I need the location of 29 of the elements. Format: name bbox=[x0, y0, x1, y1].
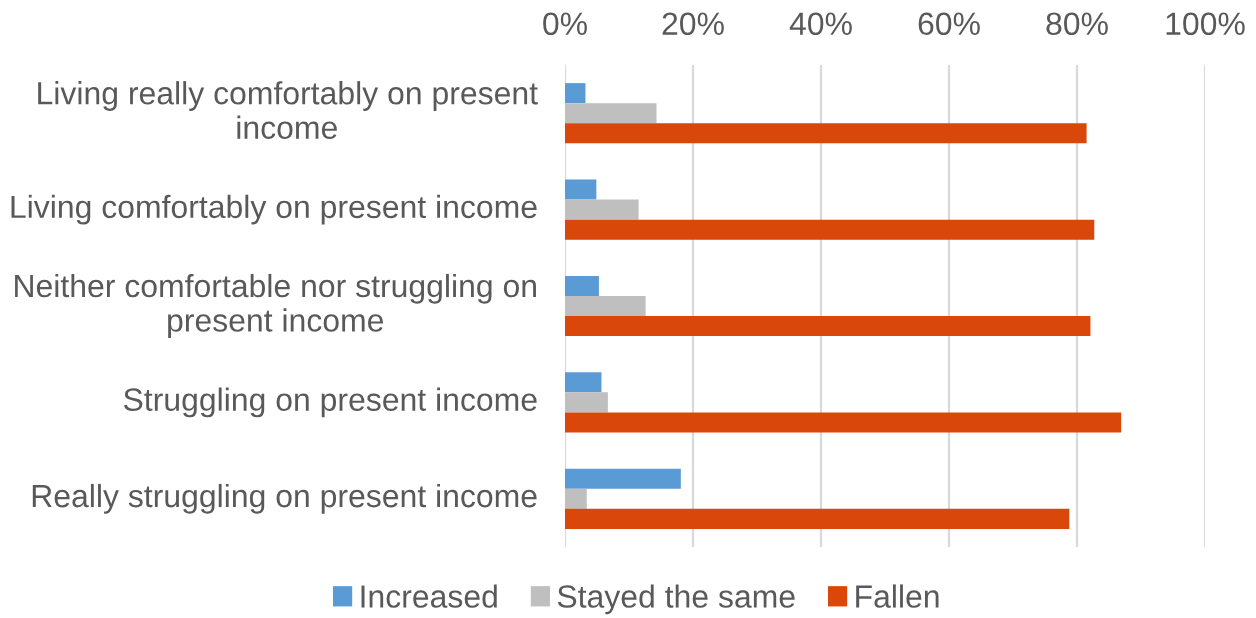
bar bbox=[565, 275, 599, 296]
bar bbox=[565, 468, 681, 489]
bar bbox=[565, 392, 608, 413]
bar bbox=[565, 199, 639, 220]
bar bbox=[565, 103, 657, 124]
x-tick-label: 0% bbox=[543, 12, 587, 36]
x-tick-label: 40% bbox=[789, 12, 852, 36]
bar bbox=[565, 295, 646, 317]
bar bbox=[565, 412, 1122, 433]
bar bbox=[565, 123, 1087, 144]
x-tick-label: 80% bbox=[1046, 12, 1108, 36]
legend-label: Increased bbox=[361, 584, 497, 608]
bar bbox=[565, 179, 597, 200]
bar bbox=[565, 83, 586, 104]
legend-label: Fallen bbox=[856, 584, 939, 608]
x-tick-label: 100% bbox=[1166, 12, 1245, 36]
x-tick-label: 20% bbox=[662, 12, 724, 36]
bar bbox=[565, 219, 1095, 240]
y-tick-label: Living really comfortably on present income bbox=[38, 81, 538, 139]
y-tick-label: Neither comfortable nor struggling on present income bbox=[15, 273, 536, 339]
y-tick-label: Struggling on present income bbox=[123, 387, 537, 418]
bar bbox=[565, 372, 602, 393]
y-tick-label: Living comfortably on present income bbox=[11, 194, 537, 225]
legend-label: Stayed the same bbox=[557, 584, 795, 615]
bar bbox=[565, 488, 587, 509]
bar bbox=[565, 316, 1091, 337]
bar bbox=[565, 508, 1070, 529]
y-tick-label: Really struggling on present income bbox=[32, 483, 537, 514]
x-tick-label: 60% bbox=[918, 12, 980, 36]
